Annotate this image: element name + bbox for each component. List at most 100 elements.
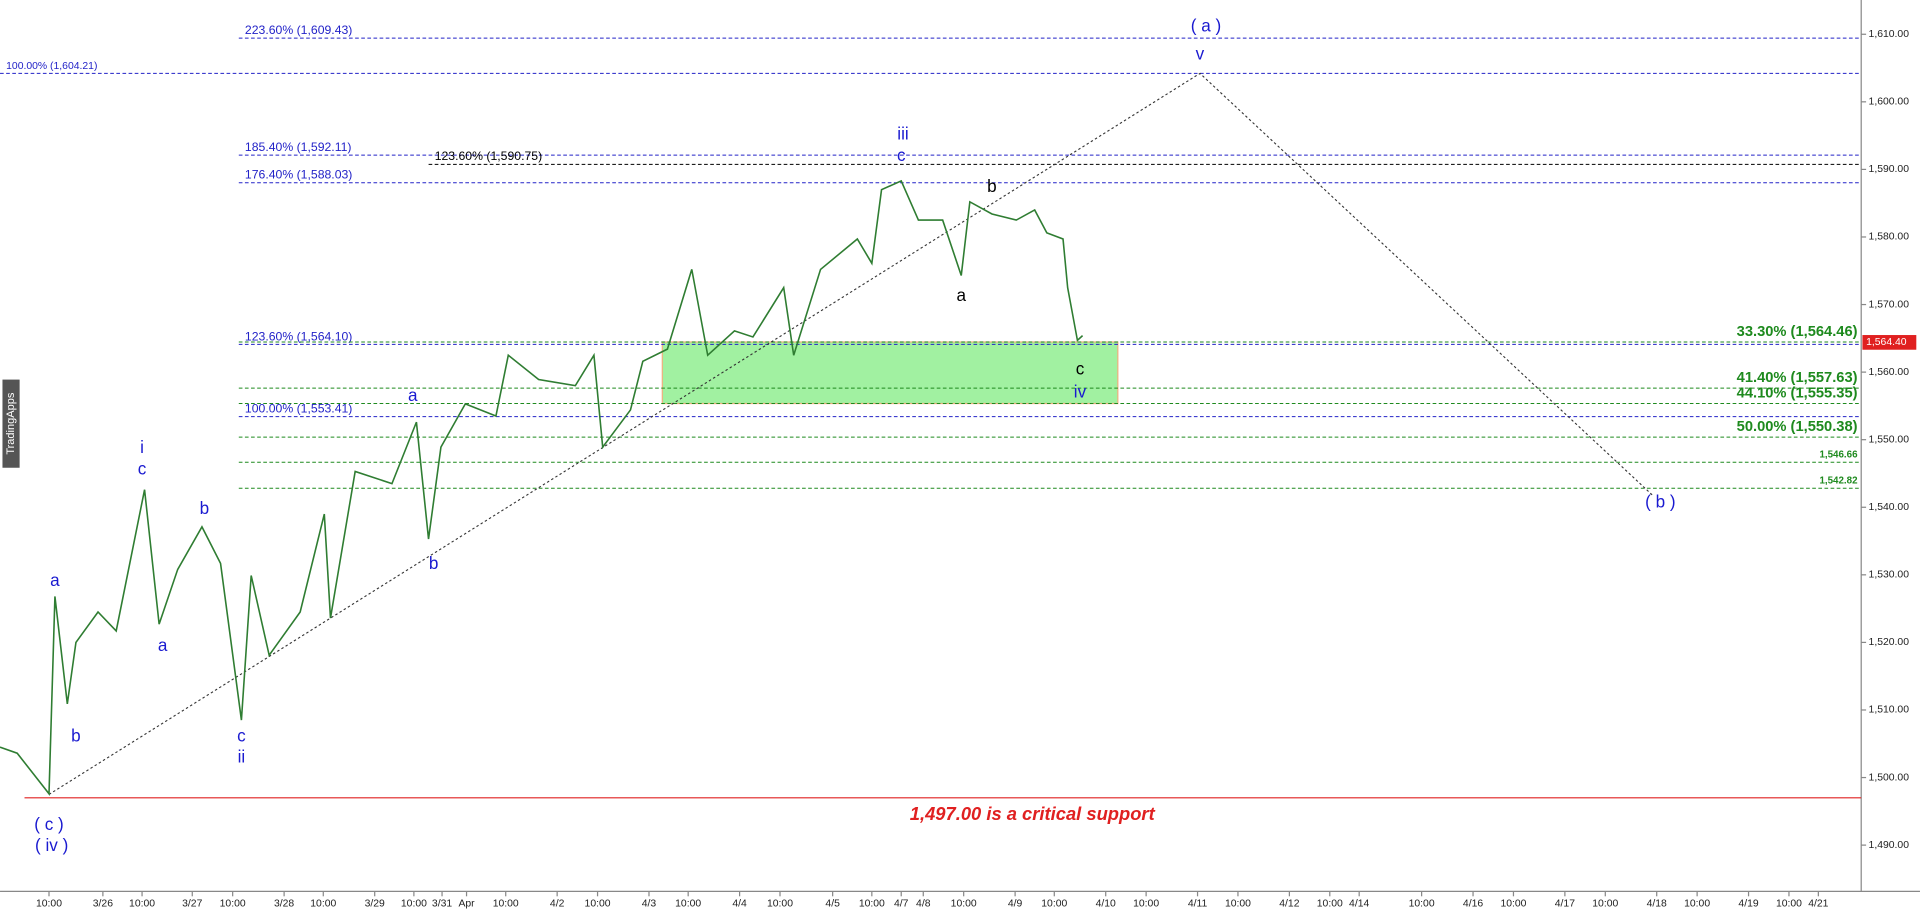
x-tick-label: 10:00	[1500, 898, 1526, 909]
x-tick-label: 10:00	[401, 898, 427, 909]
x-tick-label: 3/29	[365, 898, 385, 909]
x-tick-label: 10:00	[129, 898, 155, 909]
y-tick-label: 1,500.00	[1869, 772, 1910, 783]
y-tick-label: 1,550.00	[1869, 434, 1910, 445]
y-tick-label: 1,560.00	[1869, 367, 1910, 378]
wave-label: c	[237, 726, 246, 746]
x-tick-label: 4/18	[1647, 898, 1667, 909]
level-label: 41.40% (1,557.63)	[1737, 370, 1858, 386]
wave-label: a	[50, 570, 60, 590]
x-tick-label: 4/9	[1008, 898, 1023, 909]
x-tick-label: 3/31	[432, 898, 452, 909]
y-tick-label: 1,580.00	[1869, 232, 1910, 243]
level-label: 1,546.66	[1819, 450, 1858, 461]
wave-label: a	[956, 285, 966, 305]
wave-label: b	[71, 726, 81, 746]
x-tick-label: 10:00	[220, 898, 246, 909]
x-tick-label: 10:00	[310, 898, 336, 909]
y-tick-label: 1,570.00	[1869, 299, 1910, 310]
wave-label: a	[158, 635, 168, 655]
x-tick-label: 4/12	[1279, 898, 1299, 909]
watermark-box	[2, 379, 20, 468]
x-tick-label: 10:00	[1317, 898, 1343, 909]
target-zone	[661, 341, 1119, 405]
x-tick-label: 10:00	[859, 898, 885, 909]
x-tick-label: 10:00	[1225, 898, 1251, 909]
price-line	[0, 179, 1084, 796]
wave-label: b	[987, 176, 997, 196]
y-tick-label: 1,610.00	[1869, 29, 1910, 40]
x-tick-label: 4/21	[1808, 898, 1828, 909]
level-label: 176.40% (1,588.03)	[245, 168, 352, 182]
watermark: TradingApps	[5, 392, 17, 455]
wave-label: iii	[897, 123, 908, 143]
wave-label: iv	[1074, 382, 1087, 402]
x-tick-label: 4/7	[894, 898, 909, 909]
x-tick-label: 3/27	[182, 898, 202, 909]
level-label: 123.60% (1,590.75)	[435, 149, 542, 163]
y-tick-label: 1,590.00	[1869, 164, 1910, 175]
y-tick-label: 1,600.00	[1869, 97, 1910, 108]
level-label: 100.00% (1,553.41)	[245, 402, 352, 416]
y-tick-label: 1,540.00	[1869, 502, 1910, 513]
x-tick-label: 4/2	[550, 898, 565, 909]
x-tick-label: 10:00	[951, 898, 977, 909]
wave-label: ( iv )	[35, 835, 68, 855]
wave-label: v	[1196, 44, 1205, 64]
wave-label: ( b )	[1645, 492, 1675, 512]
x-tick-label: 10:00	[1592, 898, 1618, 909]
y-tick-label: 1,530.00	[1869, 570, 1910, 581]
x-tick-label: 4/14	[1349, 898, 1369, 909]
wave-label: c	[138, 459, 147, 479]
x-tick-label: 10:00	[767, 898, 793, 909]
x-tick-label: 4/3	[642, 898, 657, 909]
x-tick-label: 10:00	[36, 898, 62, 909]
x-tick-label: 10:00	[1133, 898, 1159, 909]
level-label: 50.00% (1,550.38)	[1737, 419, 1858, 435]
x-tick-label: 4/17	[1555, 898, 1575, 909]
x-tick-label: 4/5	[825, 898, 840, 909]
x-tick-label: 10:00	[675, 898, 701, 909]
x-tick-label: 4/11	[1188, 898, 1208, 909]
level-label: 123.60% (1,564.10)	[245, 329, 352, 343]
level-label: 223.60% (1,609.43)	[245, 23, 352, 37]
x-tick-label: 10:00	[1041, 898, 1067, 909]
x-tick-label: 4/10	[1096, 898, 1116, 909]
support-text: 1,497.00 is a critical support	[910, 803, 1156, 824]
level-label: 44.10% (1,555.35)	[1737, 386, 1858, 402]
x-tick-label: 3/26	[93, 898, 113, 909]
wave-label: b	[200, 498, 210, 518]
x-tick-label: 10:00	[1684, 898, 1710, 909]
wave-label: c	[1076, 359, 1085, 379]
wave-label: a	[408, 385, 418, 405]
x-tick-label: 4/8	[916, 898, 931, 909]
wave-label: b	[429, 553, 439, 573]
wave-label: c	[897, 145, 906, 165]
y-tick-label: 1,490.00	[1869, 840, 1910, 851]
x-tick-label: 10:00	[585, 898, 611, 909]
x-tick-label: 10:00	[1409, 898, 1435, 909]
wave-label: ( c )	[34, 814, 63, 834]
y-tick-label: 1,520.00	[1869, 637, 1910, 648]
wave-label: i	[140, 437, 144, 457]
level-label: 1,542.82	[1819, 475, 1858, 486]
x-tick-label: 4/19	[1738, 898, 1758, 909]
x-tick-label: Apr	[458, 898, 475, 909]
x-tick-label: 10:00	[1776, 898, 1802, 909]
level-label: 33.30% (1,564.46)	[1737, 324, 1858, 340]
wave-label: ( a )	[1191, 15, 1221, 35]
x-tick-label: 10:00	[493, 898, 519, 909]
x-tick-label: 3/28	[274, 898, 294, 909]
y-tick-label: 1,510.00	[1869, 705, 1910, 716]
level-label: 185.40% (1,592.11)	[245, 140, 352, 154]
last-price-label: 1,564.40	[1866, 337, 1907, 348]
projection-line	[48, 72, 1654, 795]
x-tick-label: 4/16	[1463, 898, 1483, 909]
x-tick-label: 4/4	[732, 898, 747, 909]
wave-label: ii	[238, 746, 246, 766]
level-label: 100.00% (1,604.21)	[6, 61, 97, 72]
last-price-tag	[1862, 335, 1917, 350]
